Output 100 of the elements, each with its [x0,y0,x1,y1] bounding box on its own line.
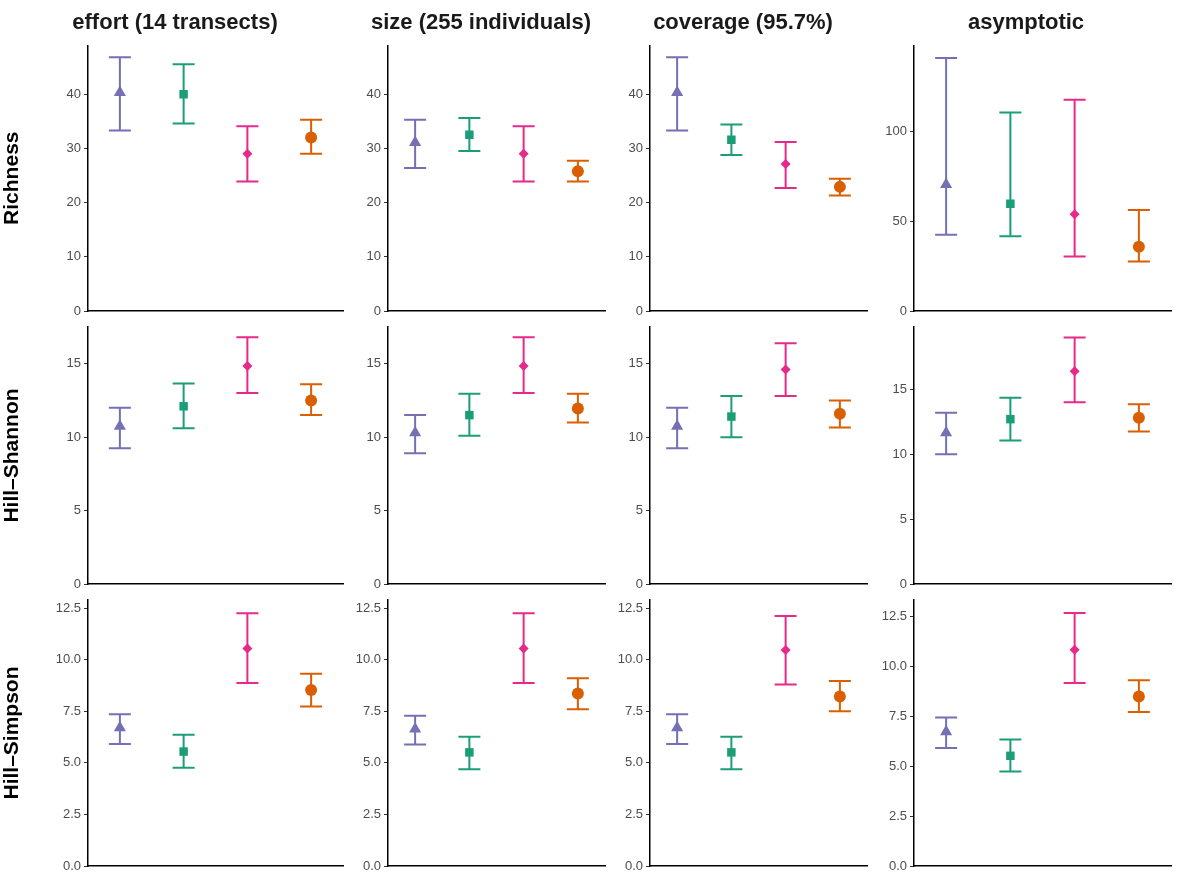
y-tick-label: 10.0 [355,651,381,667]
point [671,85,684,97]
point [940,177,953,188]
y-tick-label: 10.0 [881,657,907,673]
y-tick-label: 2.5 [888,807,907,823]
y-tick-label: 7.5 [624,702,643,718]
point [465,748,474,757]
y-tick-label: 10 [66,428,81,444]
y-tick-label: 0 [635,302,643,318]
y-tick-label: 2.5 [62,806,81,822]
point [1132,240,1145,253]
y-tick-label: 20 [628,194,643,210]
y-tick-label: 0 [899,575,907,591]
point [113,720,126,732]
point [1006,199,1015,208]
point [833,407,846,420]
y-tick-label: 15 [66,355,81,371]
y-tick-label: 20 [366,194,381,210]
y-tick-label: 12.5 [55,599,81,615]
y-tick-label: 5 [635,502,643,518]
point [242,643,253,654]
y-tick-label: 0.0 [62,857,81,873]
point [833,180,846,193]
chart-title: effort (14 transects) [72,9,278,35]
chart-title: asymptotic [967,9,1085,35]
point [833,690,846,703]
y-tick-label: 5.0 [62,754,81,770]
y-tick-label: 12.5 [881,607,907,623]
y-tick-label: 30 [366,139,381,155]
y-tick-label: 10 [628,428,643,444]
point [242,148,253,159]
y-tick-label: 5.0 [624,754,643,770]
point [179,402,188,411]
y-axis-title: Hill–Simpson [0,666,23,800]
point [780,364,791,375]
y-tick-label: 10 [366,428,381,444]
y-tick-label: 10.0 [617,651,643,667]
y-tick-label: 7.5 [62,702,81,718]
y-tick-label: 0 [635,575,643,591]
point [780,644,791,655]
y-tick-label: 7.5 [888,707,907,723]
point [1069,209,1080,220]
y-tick-label: 40 [366,85,381,101]
y-tick-label: 2.5 [624,806,643,822]
point [409,135,422,146]
point [571,687,584,700]
y-tick-label: 10 [892,445,907,461]
point [518,148,529,159]
y-tick-label: 15 [366,355,381,371]
y-tick-label: 10 [366,248,381,264]
point [465,130,474,140]
y-tick-label: 20 [66,194,81,210]
point [518,360,529,371]
y-tick-label: 0 [899,302,907,318]
point [242,360,253,371]
y-tick-label: 0 [73,575,81,591]
point [113,85,126,97]
point [780,159,791,170]
point [409,425,422,437]
y-tick-label: 5 [899,510,907,526]
y-tick-label: 40 [66,85,81,101]
y-tick-label: 0 [373,575,381,591]
chart-title: coverage (95.7%) [653,9,833,35]
point [571,165,584,178]
point [465,410,474,420]
y-tick-label: 0.0 [624,857,643,873]
y-axis-title: Hill–Shannon [0,388,23,523]
point [179,747,188,756]
y-tick-label: 15 [628,355,643,371]
point [940,724,953,736]
y-tick-label: 50 [892,212,907,228]
point [727,135,736,144]
y-tick-label: 100 [885,123,907,139]
point [305,394,318,407]
y-tick-label: 0.0 [362,857,381,873]
point [671,419,684,430]
y-axis-title: Richness [0,131,23,225]
point [305,684,318,697]
y-tick-label: 5.0 [888,757,907,773]
y-tick-label: 0.0 [888,857,907,873]
y-tick-label: 15 [892,380,907,396]
point [409,722,422,733]
y-tick-label: 5 [373,502,381,518]
y-tick-label: 30 [66,139,81,155]
point [113,419,126,430]
point [1006,751,1015,761]
chart-title: size (255 individuals) [370,9,592,35]
y-tick-label: 2.5 [362,806,381,822]
y-tick-label: 10 [66,248,81,264]
point [571,402,584,415]
point [305,131,318,144]
point [1132,690,1145,703]
point [671,720,684,732]
y-tick-label: 12.5 [355,599,381,615]
y-tick-label: 0 [73,302,81,318]
point [727,412,736,421]
y-tick-label: 12.5 [617,599,643,615]
y-tick-label: 10 [628,248,643,264]
point [727,748,736,757]
y-tick-label: 5.0 [362,754,381,770]
